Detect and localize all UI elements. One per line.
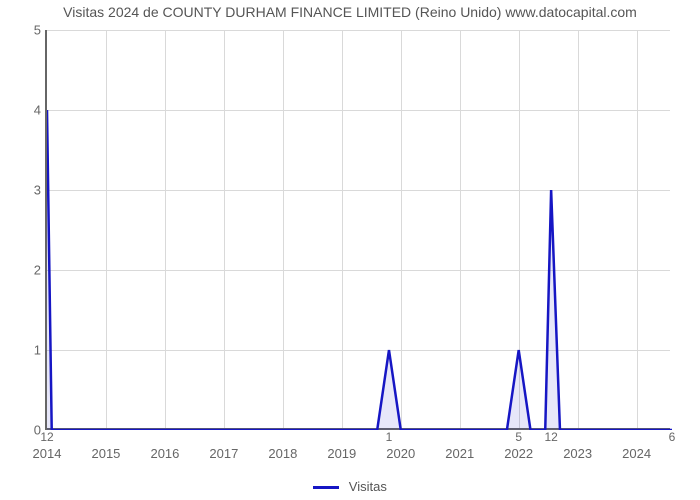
- x-year-label: 2015: [91, 446, 120, 461]
- series-fill: [47, 110, 672, 430]
- chart-title: Visitas 2024 de COUNTY DURHAM FINANCE LI…: [0, 4, 700, 20]
- legend: Visitas: [0, 479, 700, 494]
- x-year-label: 2018: [268, 446, 297, 461]
- x-year-label: 2017: [209, 446, 238, 461]
- x-value-label: 6: [669, 430, 676, 444]
- x-year-label: 2023: [563, 446, 592, 461]
- x-year-label: 2016: [150, 446, 179, 461]
- x-year-label: 2024: [622, 446, 651, 461]
- x-value-label: 5: [515, 430, 522, 444]
- x-value-label: 12: [544, 430, 557, 444]
- x-year-label: 2021: [445, 446, 474, 461]
- chart-container: Visitas 2024 de COUNTY DURHAM FINANCE LI…: [0, 0, 700, 500]
- x-year-label: 2020: [386, 446, 415, 461]
- x-value-label: 1: [386, 430, 393, 444]
- legend-swatch: [313, 486, 339, 489]
- x-year-label: 2019: [327, 446, 356, 461]
- x-year-label: 2022: [504, 446, 533, 461]
- y-tick-label: 1: [34, 343, 41, 358]
- x-value-label: 12: [40, 430, 53, 444]
- y-tick-label: 2: [34, 263, 41, 278]
- x-year-label: 2014: [33, 446, 62, 461]
- y-tick-label: 3: [34, 183, 41, 198]
- plot-area: 0123452014201520162017201820192020202120…: [45, 30, 670, 430]
- legend-label: Visitas: [349, 479, 387, 494]
- y-tick-label: 4: [34, 103, 41, 118]
- series-line: [47, 110, 672, 430]
- y-tick-label: 5: [34, 23, 41, 38]
- series-svg: [47, 30, 672, 430]
